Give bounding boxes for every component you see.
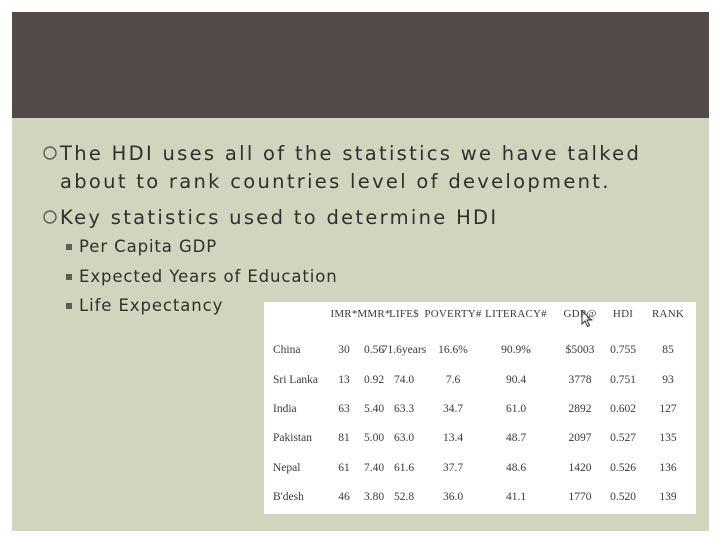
table-cell: 1770 <box>568 491 592 503</box>
slide: The HDI uses all of the statistics we ha… <box>12 12 709 531</box>
table-cell: 85 <box>662 344 674 356</box>
hdi-statistics-table: IMR* MMR* LIFE$ POVERTY# LITERACY# GDP@ HDI RAN… <box>264 302 696 514</box>
table-cell: 81 <box>338 432 350 444</box>
circle-bullet-icon <box>43 146 57 160</box>
table-cell: 61.6 <box>393 462 415 474</box>
table-cell: 0.520 <box>610 491 636 503</box>
sub-bullet-gdp: Per Capita GDP <box>66 236 217 258</box>
sub-bullet-education: Expected Years of Education <box>66 266 338 288</box>
table-cell: 30 <box>338 344 350 356</box>
table-header-cell: RANK <box>652 308 684 320</box>
table-cell: 61 <box>338 462 350 474</box>
table-row-country: India <box>273 403 297 415</box>
table-header-cell: LIFE$ <box>389 308 419 320</box>
table-cell: 0.56 <box>363 344 385 356</box>
table-cell: $5003 <box>565 344 595 356</box>
table-cell: 1420 <box>568 462 592 474</box>
table-cell: 90.4 <box>505 374 527 386</box>
table-cell: 13 <box>338 374 350 386</box>
table-cell: 7.6 <box>445 374 461 386</box>
mouse-cursor-icon <box>581 310 593 328</box>
table-cell: 63.0 <box>393 432 415 444</box>
table-cell: 7.40 <box>363 462 385 474</box>
table-cell: 0.602 <box>610 403 636 415</box>
table-cell: 0.526 <box>610 462 636 474</box>
table-header-cell: GDP@ <box>563 308 597 320</box>
square-bullet-icon <box>66 303 72 309</box>
square-bullet-icon <box>66 244 72 250</box>
table-cell: 71.6years <box>381 344 427 356</box>
table-cell: 0.92 <box>363 374 385 386</box>
title-band <box>12 12 709 118</box>
table-row-country: Nepal <box>273 462 301 474</box>
sub-bullet-text: Per Capita GDP <box>79 237 218 256</box>
table-cell: 37.7 <box>442 462 464 474</box>
table-header-cell: POVERTY# <box>424 308 482 320</box>
table-cell: 3.80 <box>363 491 385 503</box>
table-cell: 63 <box>338 403 350 415</box>
table-header-cell: MMR* <box>357 308 391 320</box>
table-header-cell: HDI <box>612 308 634 320</box>
table-row-country: Sri Lanka <box>273 374 319 386</box>
table-cell: 52.8 <box>393 491 415 503</box>
table-cell: 74.0 <box>393 374 415 386</box>
table-cell: 46 <box>338 491 350 503</box>
circle-bullet-icon <box>43 210 57 224</box>
bullet-text-line1: The HDI uses all of the statistics we ha… <box>60 142 642 165</box>
table-header-cell: LITERACY# <box>485 308 547 320</box>
bullet-hdi-statistics: The HDI uses all of the statistics we ha… <box>43 140 686 196</box>
table-cell: 63.3 <box>393 403 415 415</box>
table-cell: 13.4 <box>442 432 464 444</box>
sub-bullet-text: Life Expectancy <box>79 296 224 315</box>
table-row-country: B'desh <box>273 491 304 503</box>
table-cell: 61.0 <box>505 403 527 415</box>
table-cell: 5.40 <box>363 403 385 415</box>
table-cell: 135 <box>659 432 677 444</box>
table-cell: 90.9% <box>501 344 531 356</box>
sub-bullet-life-expectancy: Life Expectancy <box>66 295 223 317</box>
table-cell: 5.00 <box>363 432 385 444</box>
table-cell: 2097 <box>568 432 592 444</box>
bullet-text: Key statistics used to determine HDI <box>60 206 499 229</box>
table-header-cell: IMR* <box>330 308 358 320</box>
sub-bullet-text: Expected Years of Education <box>79 267 338 286</box>
table-cell: 36.0 <box>442 491 464 503</box>
bullet-text-line2: about to rank countries level of develop… <box>60 170 611 193</box>
table-cell: 16.6% <box>438 344 468 356</box>
square-bullet-icon <box>66 274 72 280</box>
table-cell: 0.755 <box>610 344 636 356</box>
table-cell: 127 <box>659 403 677 415</box>
table-cell: 0.527 <box>610 432 636 444</box>
bullet-key-statistics: Key statistics used to determine HDI <box>43 204 686 232</box>
table-cell: 34.7 <box>442 403 464 415</box>
table-cell: 2892 <box>568 403 592 415</box>
table-cell: 139 <box>659 491 677 503</box>
table-cell: 48.7 <box>505 432 527 444</box>
table-row-country: China <box>273 344 301 356</box>
table-row-country: Pakistan <box>273 432 312 444</box>
table-cell: 41.1 <box>505 491 527 503</box>
table-cell: 136 <box>659 462 677 474</box>
table-cell: 3778 <box>568 374 592 386</box>
table-cell: 0.751 <box>610 374 636 386</box>
table-cell: 93 <box>662 374 674 386</box>
table-cell: 48.6 <box>505 462 527 474</box>
